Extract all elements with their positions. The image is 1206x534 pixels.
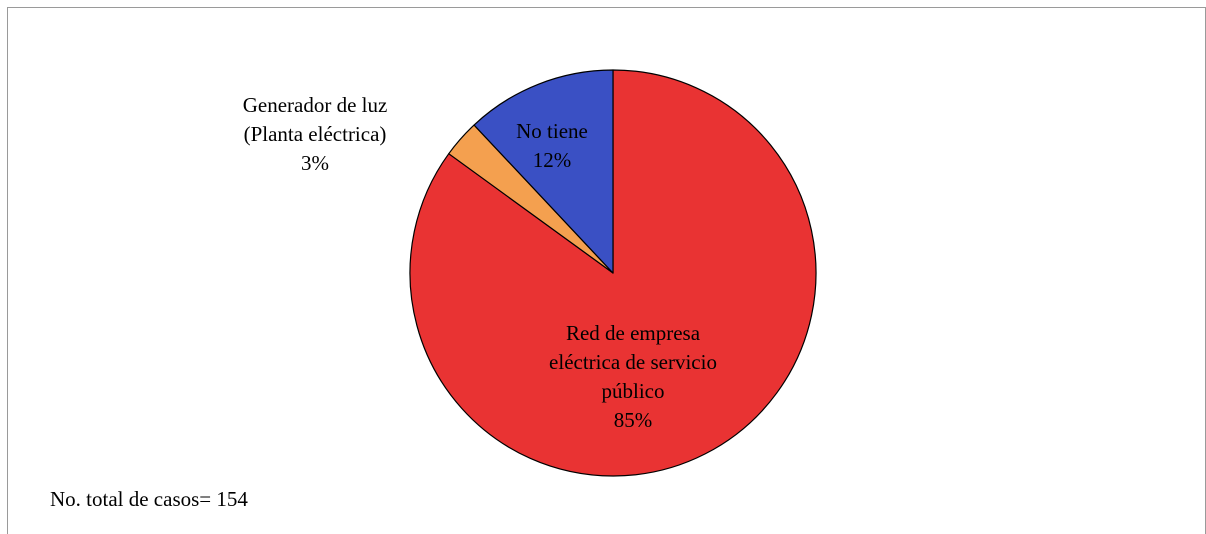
slice-label-line: 3% [301,151,329,175]
slice-label-line: público [602,379,665,403]
pie-slices [409,69,817,477]
slice-label-line: Red de empresa [566,321,701,345]
slice-label-line: eléctrica de servicio [549,350,717,374]
slice-label-2: Generador de luz (Planta eléctrica) 3% [243,93,388,175]
slice-label-line: 12% [533,148,572,172]
slice-label-line: 85% [614,408,653,432]
pie-labels: Red de empresa eléctrica de servicio públi… [243,93,717,432]
slice-label-line: No tiene [516,119,588,143]
slice-label-line: Generador de luz [243,93,388,117]
slice-label-line: (Planta eléctrica) [244,122,387,146]
slice-label-1: Red de empresa eléctrica de servicio públi… [549,321,717,432]
pie-slice-3 [473,69,614,274]
slice-label-3: No tiene 12% [516,119,588,172]
total-cases-note: No. total de casos= 154 [50,487,248,511]
